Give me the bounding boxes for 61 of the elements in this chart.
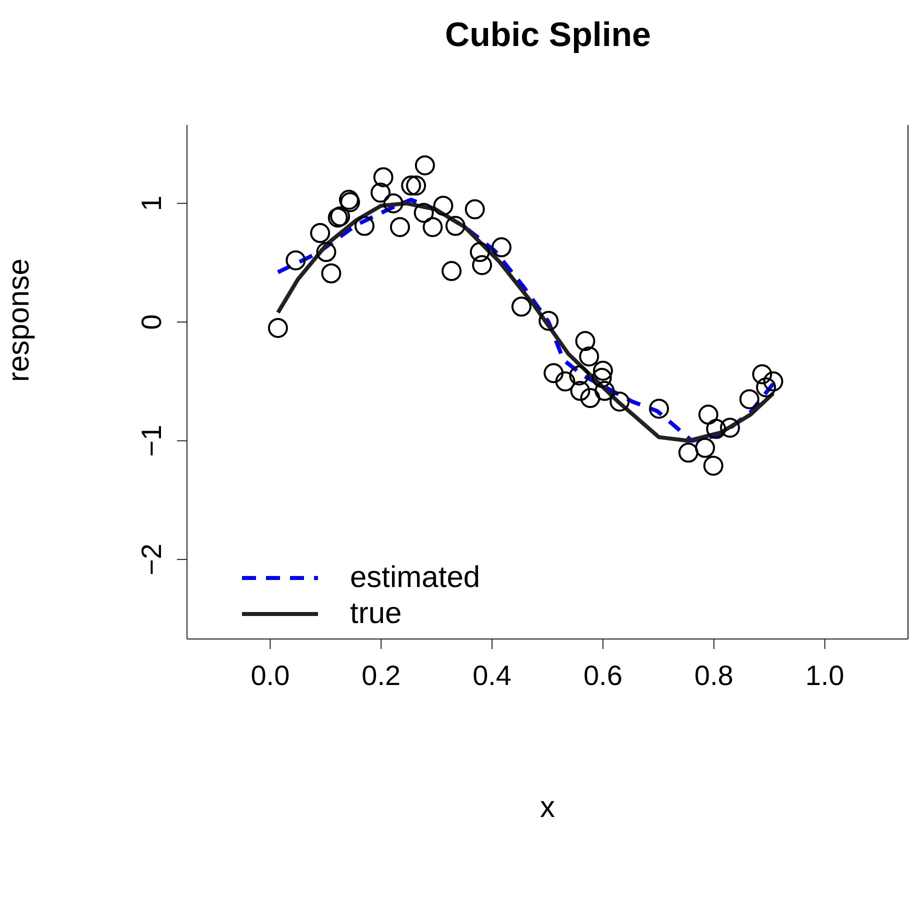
point	[406, 176, 426, 196]
y-tick-label: 0	[136, 314, 167, 330]
point	[720, 418, 740, 438]
point	[569, 365, 590, 386]
x-tick-label: 0.2	[362, 660, 401, 691]
x-axis-title: x	[540, 791, 555, 824]
point	[739, 389, 760, 410]
point	[594, 380, 615, 401]
point	[491, 237, 512, 258]
point	[464, 199, 485, 220]
y-tick-label: −1	[136, 424, 167, 457]
point	[390, 217, 410, 238]
point	[370, 182, 391, 203]
x-tick-label: 0.0	[250, 660, 290, 691]
point	[555, 371, 576, 392]
point	[268, 318, 288, 338]
point	[316, 242, 336, 262]
x-tick-label: 0.4	[472, 660, 512, 691]
point	[321, 263, 342, 284]
point	[433, 196, 454, 216]
point	[610, 392, 630, 412]
point	[592, 360, 613, 381]
point	[401, 176, 422, 196]
x-tick-label: 0.6	[583, 660, 622, 691]
point	[698, 404, 718, 425]
point	[544, 363, 564, 384]
point	[592, 368, 612, 388]
legend-label: true	[350, 597, 402, 631]
point	[763, 371, 784, 392]
point	[570, 380, 590, 401]
y-tick-label: 1	[136, 196, 167, 212]
point	[445, 216, 466, 236]
point	[442, 261, 462, 282]
x-tick-label: 1.0	[805, 660, 844, 691]
point	[414, 155, 435, 176]
legend-label: estimated	[350, 561, 480, 595]
point	[383, 193, 404, 214]
point	[756, 377, 776, 398]
point	[706, 418, 726, 439]
point	[695, 438, 716, 458]
y-axis-title: response	[2, 258, 36, 382]
point	[579, 346, 600, 366]
point	[538, 310, 559, 331]
point	[648, 398, 669, 419]
point	[678, 442, 698, 463]
point	[580, 388, 600, 408]
point	[310, 223, 330, 244]
point	[354, 216, 374, 236]
point	[575, 331, 596, 352]
point	[472, 255, 492, 276]
point	[422, 217, 443, 238]
chart-title: Cubic Spline	[444, 16, 652, 55]
point	[752, 364, 772, 384]
point	[286, 250, 306, 270]
point	[470, 242, 490, 262]
point	[414, 202, 434, 223]
point	[511, 296, 532, 317]
point	[373, 167, 394, 188]
x-tick-label: 0.8	[694, 660, 734, 691]
y-tick-label: −2	[136, 544, 167, 576]
point	[703, 456, 724, 476]
